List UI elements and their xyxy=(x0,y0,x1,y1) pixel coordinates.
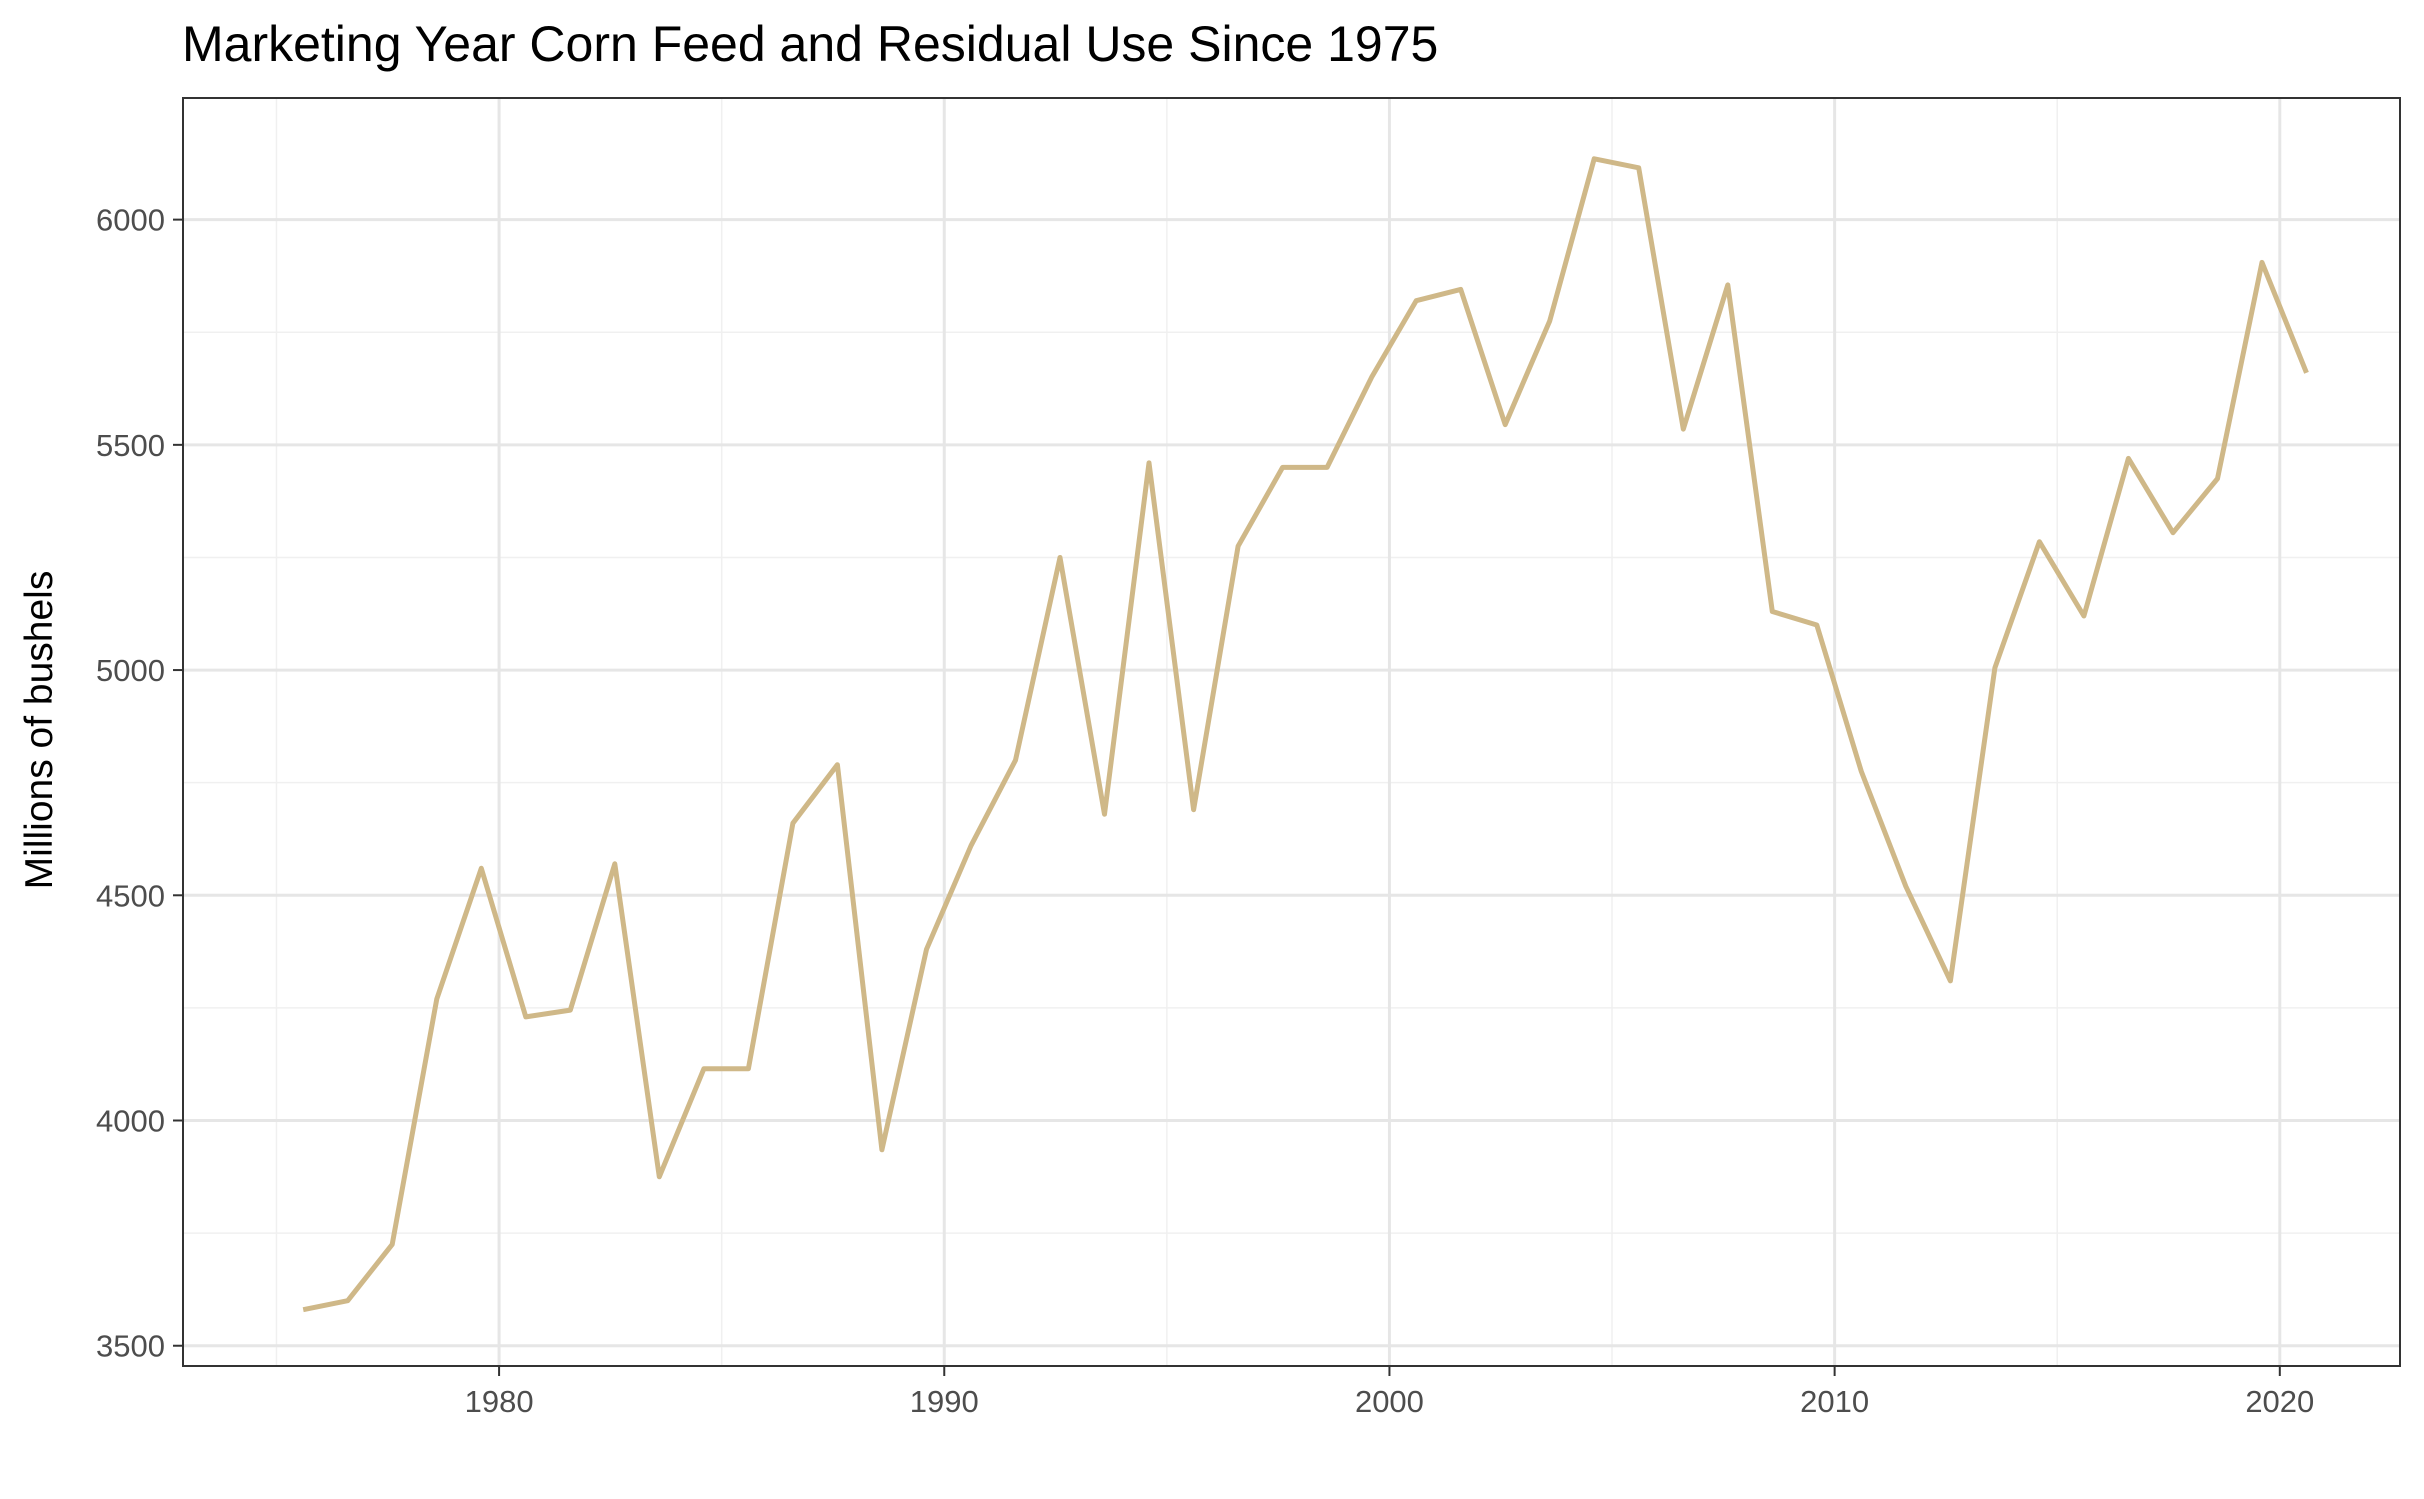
line-layer xyxy=(302,156,2309,1313)
x-tick-label: 2020 xyxy=(2245,1384,2314,1419)
x-tick-label: 2000 xyxy=(1355,1384,1424,1419)
y-tick-label: 3500 xyxy=(96,1329,165,1364)
y-tick-label: 6000 xyxy=(96,203,165,238)
series-line xyxy=(302,156,2309,1313)
x-tick-label: 1980 xyxy=(465,1384,534,1419)
x-tick-label: 1990 xyxy=(910,1384,979,1419)
y-tick-label: 5500 xyxy=(96,428,165,463)
y-tick-label: 5000 xyxy=(96,653,165,688)
chart-title: Marketing Year Corn Feed and Residual Us… xyxy=(182,16,1438,72)
grid-layer xyxy=(183,98,2400,1366)
panel-border xyxy=(182,97,2401,1367)
y-tick-label: 4500 xyxy=(96,878,165,913)
x-tick-label: 2010 xyxy=(1800,1384,1869,1419)
y-axis-title: Millions of bushels xyxy=(18,571,61,890)
axis-layer: 1980 1990 2000 2010 2020 3500 4000 4500 5000 5500… xyxy=(96,203,2314,1419)
y-tick-label: 4000 xyxy=(96,1104,165,1139)
